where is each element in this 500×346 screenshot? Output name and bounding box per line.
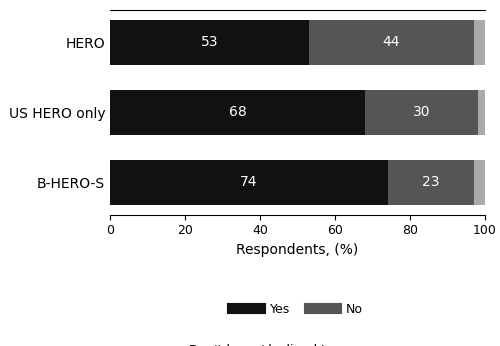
Text: 53: 53 xyxy=(200,35,218,49)
Bar xyxy=(478,90,485,135)
Bar xyxy=(110,160,388,205)
Bar xyxy=(474,20,485,65)
Bar xyxy=(110,20,309,65)
Bar xyxy=(388,160,474,205)
Bar xyxy=(474,160,485,205)
Text: 68: 68 xyxy=(228,106,246,119)
Text: 44: 44 xyxy=(382,35,400,49)
Text: 23: 23 xyxy=(422,175,440,190)
Legend: Don't know/declined to answer: Don't know/declined to answer xyxy=(147,338,388,346)
Bar xyxy=(309,20,474,65)
Text: 74: 74 xyxy=(240,175,258,190)
Bar xyxy=(365,90,478,135)
X-axis label: Respondents, (%): Respondents, (%) xyxy=(236,243,358,257)
Text: 30: 30 xyxy=(412,106,430,119)
Bar xyxy=(110,90,365,135)
